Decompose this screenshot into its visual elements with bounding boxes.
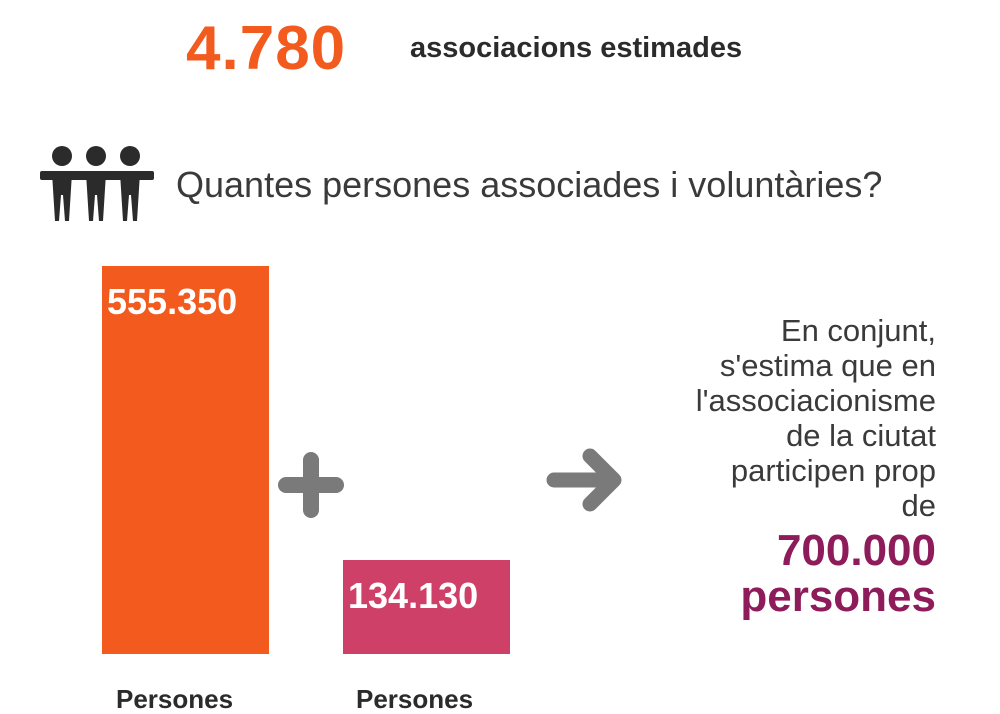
- question-heading: Quantes persones associades i voluntàrie…: [176, 164, 883, 205]
- summary-line: participen prop: [730, 453, 936, 488]
- plus-icon: [278, 452, 344, 518]
- category-label-2: Persones: [356, 684, 474, 714]
- bar-value-label-1: 555.350: [107, 281, 238, 322]
- total-unit: persones: [740, 572, 936, 621]
- association-count: 4.780: [186, 14, 347, 83]
- summary-line: de la ciutat: [786, 418, 936, 453]
- people-group-icon: [40, 146, 154, 221]
- bar-persones-1: [102, 266, 269, 654]
- total-persons: 700.000 persones: [616, 528, 936, 620]
- summary-line: l'associacionisme: [695, 383, 936, 418]
- summary-text: En conjunt, s'estima que en l'associacio…: [616, 313, 936, 523]
- total-number: 700.000: [776, 526, 936, 575]
- bar-persones-2: [343, 560, 510, 654]
- bar-value-label-2: 134.130: [348, 575, 479, 616]
- summary-line: de: [901, 488, 936, 523]
- category-label-1: Persones: [116, 684, 234, 714]
- summary-line: s'estima que en: [719, 348, 936, 383]
- association-count-label: associacions estimades: [410, 32, 743, 64]
- summary-line: En conjunt,: [780, 313, 936, 348]
- arrow-right-icon: [546, 448, 622, 512]
